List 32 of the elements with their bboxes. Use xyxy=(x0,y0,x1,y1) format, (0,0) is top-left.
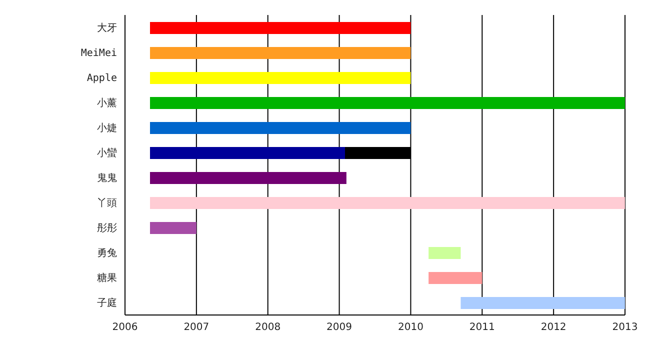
y-tick-label: 勇兔 xyxy=(97,247,117,260)
y-tick-label: 彤彤 xyxy=(97,223,117,234)
bar xyxy=(150,172,346,184)
bar xyxy=(150,147,345,159)
y-tick-label: 丫頭 xyxy=(97,197,117,210)
y-tick-label: Apple xyxy=(86,73,117,84)
bar xyxy=(460,297,625,309)
bar xyxy=(150,122,411,134)
x-tick-label: 2013 xyxy=(612,322,638,334)
bar xyxy=(150,222,196,234)
y-tick-label: 小薰 xyxy=(97,97,117,110)
x-tick-label: 2012 xyxy=(540,322,566,334)
y-tick-label: 大牙 xyxy=(97,22,117,34)
bar xyxy=(150,22,411,34)
x-tick-label: 2011 xyxy=(469,322,495,334)
bar xyxy=(150,197,625,209)
x-tick-label: 2008 xyxy=(255,322,281,334)
y-tick-label: 糖果 xyxy=(97,272,117,284)
y-tick-label: MeiMei xyxy=(80,48,117,60)
bar xyxy=(150,97,625,109)
x-tick-label: 2010 xyxy=(398,322,424,334)
y-tick-label: 子庭 xyxy=(97,297,117,310)
bar xyxy=(428,247,461,259)
x-tick-label: 2006 xyxy=(112,322,138,334)
bar xyxy=(150,72,411,84)
bar xyxy=(428,272,482,284)
x-tick-label: 2007 xyxy=(184,322,210,334)
y-tick-label: 小蠻 xyxy=(97,147,117,160)
y-tick-label: 鬼鬼 xyxy=(97,172,117,184)
y-tick-label: 小婕 xyxy=(97,122,117,134)
x-tick-label: 2009 xyxy=(326,322,352,334)
bar xyxy=(150,47,411,59)
